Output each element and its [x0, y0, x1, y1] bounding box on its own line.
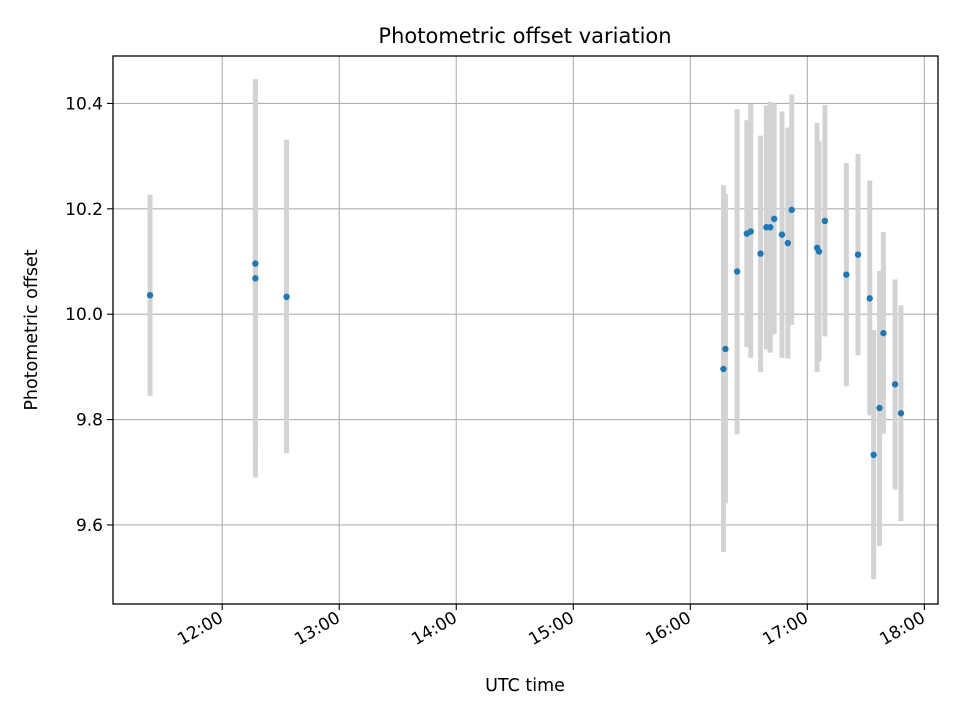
data-point [146, 292, 154, 299]
x-axis-label: UTC time [485, 676, 565, 696]
grid-lines [113, 56, 938, 604]
data-point [778, 231, 786, 238]
data-point [891, 381, 899, 388]
plot-frame [112, 55, 939, 605]
data-point [733, 268, 741, 275]
y-tick-label: 10.2 [65, 200, 103, 220]
data-points [146, 206, 905, 459]
y-tick-label: 9.8 [76, 411, 103, 431]
data-point [784, 239, 792, 247]
y-axis-label: Photometric offset [22, 249, 42, 410]
y-tick-label: 10.4 [65, 94, 103, 114]
chart-title: Photometric offset variation [378, 24, 671, 48]
data-point [747, 228, 754, 235]
data-point [757, 250, 764, 257]
data-point [843, 271, 850, 278]
data-point [866, 295, 873, 302]
data-point [722, 345, 729, 353]
data-point [897, 410, 905, 417]
data-point [720, 365, 727, 373]
y-axis-ticks: 9.6 9.8 10.0 10.2 10.4 [65, 94, 113, 536]
data-point [821, 217, 829, 225]
y-tick-label: 9.6 [76, 516, 103, 536]
data-point [876, 404, 883, 412]
data-point [770, 215, 778, 223]
data-point [252, 275, 259, 282]
data-point [788, 206, 795, 214]
data-point [880, 329, 887, 337]
data-point [283, 293, 290, 301]
data-point [767, 224, 774, 231]
data-point [870, 451, 877, 459]
data-point [815, 248, 823, 255]
y-tick-label: 10.0 [65, 305, 103, 325]
data-point [854, 251, 862, 258]
data-point [252, 260, 259, 267]
